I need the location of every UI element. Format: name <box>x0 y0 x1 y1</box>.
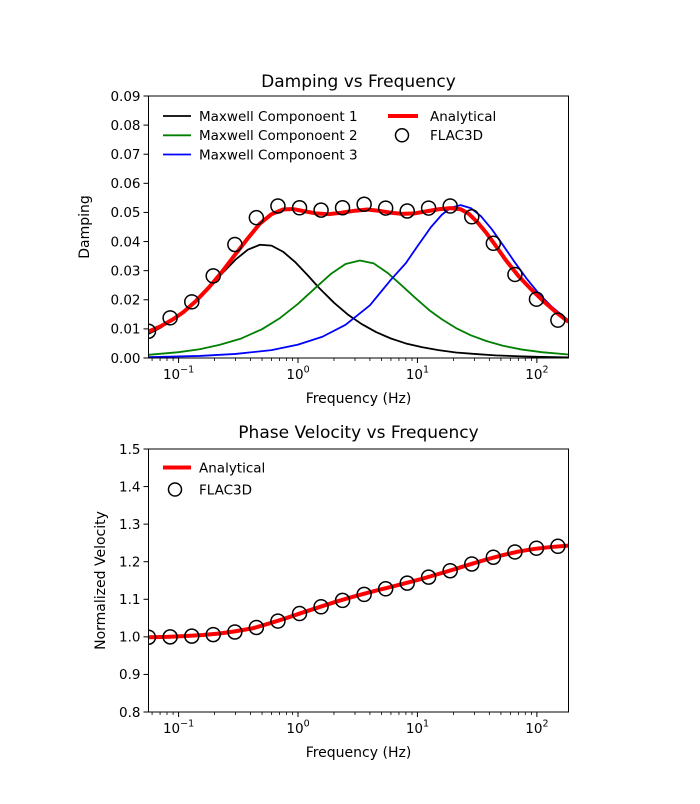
y-tick-label: 0.05 <box>110 205 140 221</box>
scatter-point-flac3d <box>184 628 200 644</box>
x-tick-label: 100 <box>286 719 309 738</box>
scatter-point-flac3d <box>507 266 523 283</box>
y-tick-label: 0.02 <box>110 293 140 309</box>
scatter-point-flac3d <box>399 203 415 219</box>
scatter-point-flac3d <box>442 198 458 214</box>
velocity-chart: 10−1 100 101 102 0.8 0.9 1.0 1.1 1.2 1.3 1.4 1.5 Ph… <box>93 423 569 761</box>
legend-label-maxwell-3: Maxwell Componoent 3 <box>199 147 358 163</box>
x-tick-label: 10−1 <box>163 719 194 738</box>
scatter-point-flac3d <box>227 236 243 253</box>
damping-chart: 10−1 100 101 102 0.00 0.01 0.02 0.03 0.04 0.05 0.0… <box>77 72 569 407</box>
scatter-point-flac3d <box>507 544 523 560</box>
scatter-point-flac3d <box>227 624 243 640</box>
damping-legend: Maxwell Componoent 1 Maxwell Componoent … <box>163 109 496 163</box>
scatter-point-flac3d <box>270 198 286 214</box>
scatter-point-flac3d <box>205 268 221 284</box>
velocity-x-axis-label: Frequency (Hz) <box>306 745 412 761</box>
scatter-point-flac3d <box>485 549 502 565</box>
velocity-legend: Analytical FLAC3D <box>163 460 265 498</box>
data-layer <box>148 538 569 645</box>
series-line-maxwell-componoent-2 <box>148 259 569 356</box>
series-line-analytical <box>148 543 569 640</box>
y-tick-label: 1.2 <box>119 555 140 571</box>
scatter-point-flac3d <box>420 200 437 216</box>
x-tick-label: 100 <box>286 365 309 384</box>
y-tick-label: 0.03 <box>110 263 140 279</box>
scatter-point-flac3d <box>270 613 286 629</box>
legend-marker-flac3d-circle-icon <box>394 128 410 143</box>
scatter-point-flac3d <box>291 200 308 216</box>
damping-plot-area: 10−1 100 101 102 0.00 0.01 0.02 0.03 0.04 0.05 0.0… <box>110 89 569 384</box>
damping-y-axis-label: Damping <box>77 195 93 259</box>
scatter-point-flac3d <box>291 605 308 622</box>
scatter-point-flac3d <box>162 629 178 645</box>
scatter-point-flac3d <box>248 209 265 226</box>
y-tick-label: 0.9 <box>119 667 140 683</box>
axes-spines <box>148 448 569 713</box>
y-tick-label: 0.8 <box>119 705 140 721</box>
y-tick-label: 0.01 <box>110 322 140 338</box>
x-tick-label: 102 <box>525 365 548 384</box>
y-tick-label: 1.5 <box>119 442 140 458</box>
velocity-y-axis-label: Normalized Velocity <box>93 511 109 650</box>
scatter-point-flac3d <box>184 294 200 310</box>
x-tick-label: 101 <box>406 365 429 384</box>
y-tick-label: 1.0 <box>119 630 140 646</box>
x-tick-label: 101 <box>406 719 429 738</box>
scatter-point-flac3d <box>464 209 480 225</box>
scatter-point-flac3d <box>148 629 157 645</box>
scatter-point-flac3d <box>148 323 157 339</box>
y-tick-label: 1.4 <box>119 479 140 495</box>
scatter-point-flac3d <box>313 202 329 218</box>
legend-label-analytical: Analytical <box>430 109 496 125</box>
scatter-point-flac3d <box>377 200 394 216</box>
legend-label-flac3d: FLAC3D <box>430 128 483 144</box>
y-tick-label: 0.00 <box>110 351 140 367</box>
scatter-point-flac3d <box>464 556 480 572</box>
scatter-point-flac3d <box>377 581 394 597</box>
y-tick-label: 1.3 <box>119 517 140 533</box>
scatter-point-flac3d <box>485 235 502 252</box>
velocity-plot-area: 10−1 100 101 102 0.8 0.9 1.0 1.1 1.2 1.3 1.4 1.5 <box>119 442 569 738</box>
data-layer <box>148 196 569 358</box>
scatter-point-flac3d <box>334 200 351 216</box>
y-tick-label: 1.1 <box>119 592 140 608</box>
series-line-maxwell-componoent-3 <box>148 204 569 358</box>
scatter-point-flac3d <box>356 586 372 603</box>
axes-spines <box>148 95 569 359</box>
damping-chart-title: Damping vs Frequency <box>261 72 456 92</box>
x-tick-label: 102 <box>525 719 548 738</box>
scatter-point-flac3d <box>399 575 415 591</box>
scatter-point-flac3d <box>420 569 437 585</box>
legend-marker-flac3d-circle-icon <box>167 482 183 497</box>
y-tick-label: 0.07 <box>110 147 140 163</box>
legend-label-analytical: Analytical <box>199 460 265 476</box>
scatter-point-flac3d <box>528 291 545 307</box>
y-tick-label: 0.04 <box>110 234 140 250</box>
scatter-point-flac3d <box>205 626 221 643</box>
y-tick-label: 0.09 <box>110 89 140 105</box>
legend-label-maxwell-1: Maxwell Componoent 1 <box>199 109 358 125</box>
scatter-point-flac3d <box>313 599 329 615</box>
series-line-analytical <box>148 206 569 334</box>
legend-label-flac3d: FLAC3D <box>199 482 252 498</box>
damping-x-axis-label: Frequency (Hz) <box>306 391 412 407</box>
y-tick-label: 0.06 <box>110 176 140 192</box>
scatter-point-flac3d <box>550 312 566 328</box>
scatter-point-flac3d <box>442 562 458 579</box>
scatter-point-flac3d <box>528 540 545 556</box>
y-tick-label: 0.08 <box>110 118 140 134</box>
scatter-point-flac3d <box>356 196 372 213</box>
scatter-point-flac3d <box>248 619 265 636</box>
scatter-point-flac3d <box>550 538 566 555</box>
scatter-point-flac3d <box>334 592 351 609</box>
x-tick-label: 10−1 <box>163 365 194 384</box>
scatter-point-flac3d <box>162 310 178 326</box>
velocity-chart-title: Phase Velocity vs Frequency <box>238 423 478 443</box>
legend-label-maxwell-2: Maxwell Componoent 2 <box>199 128 358 144</box>
